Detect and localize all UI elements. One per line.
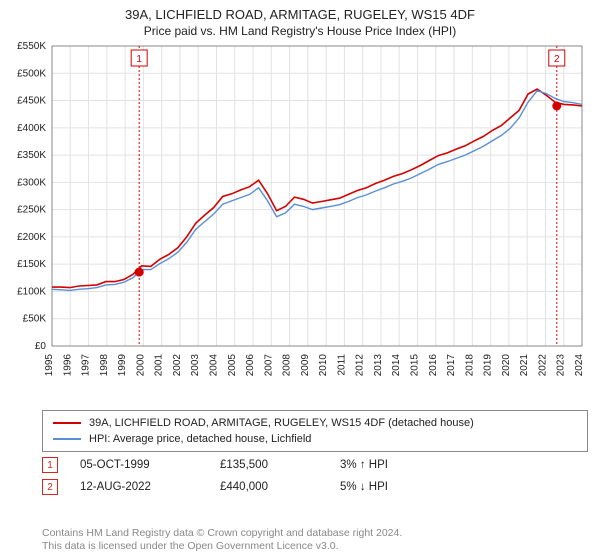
svg-text:1995: 1995 [44,354,55,377]
svg-text:£250K: £250K [17,205,46,216]
svg-text:2020: 2020 [501,354,512,377]
svg-text:£400K: £400K [17,123,46,134]
svg-text:2022: 2022 [537,354,548,377]
svg-text:£450K: £450K [17,96,46,107]
chart-title: 39A, LICHFIELD ROAD, ARMITAGE, RUGELEY, … [0,0,600,24]
table-row: 1 05-OCT-1999 £135,500 3% ↑ HPI [42,454,588,476]
attribution-line: This data is licensed under the Open Gov… [42,540,588,554]
svg-text:2006: 2006 [245,354,256,377]
svg-text:2002: 2002 [172,354,183,377]
svg-text:1997: 1997 [81,354,92,377]
svg-text:2003: 2003 [190,354,201,377]
price-chart: £0 £50K £100K £150K £200K £250K £300K £350K £400… [6,42,594,402]
legend-swatch [53,438,81,440]
svg-text:2007: 2007 [263,354,274,377]
svg-text:2019: 2019 [483,354,494,377]
legend-item-subject: 39A, LICHFIELD ROAD, ARMITAGE, RUGELEY, … [53,415,577,431]
svg-text:2005: 2005 [227,354,238,377]
transaction-delta: 5% ↓ HPI [340,481,460,493]
svg-text:2000: 2000 [135,354,146,377]
transaction-price: £135,500 [220,459,340,471]
legend-label: 39A, LICHFIELD ROAD, ARMITAGE, RUGELEY, … [89,417,474,429]
table-row: 2 12-AUG-2022 £440,000 5% ↓ HPI [42,476,588,498]
transaction-date: 05-OCT-1999 [80,459,220,471]
svg-text:2015: 2015 [410,354,421,377]
svg-text:2013: 2013 [373,354,384,377]
svg-text:2: 2 [554,54,560,65]
legend-item-hpi: HPI: Average price, detached house, Lich… [53,431,577,447]
legend-label: HPI: Average price, detached house, Lich… [89,433,311,445]
transaction-delta: 3% ↑ HPI [340,459,460,471]
svg-text:£0: £0 [35,341,47,352]
svg-text:2008: 2008 [282,354,293,377]
svg-text:2004: 2004 [208,354,219,377]
svg-text:1: 1 [136,54,142,65]
attribution-line: Contains HM Land Registry data © Crown c… [42,527,588,541]
svg-text:£50K: £50K [23,314,47,325]
svg-text:2018: 2018 [464,354,475,377]
svg-text:2012: 2012 [355,354,366,377]
svg-text:1999: 1999 [117,354,128,377]
svg-text:1996: 1996 [62,354,73,377]
svg-text:£500K: £500K [17,68,46,79]
svg-text:£350K: £350K [17,150,46,161]
transactions-table: 1 05-OCT-1999 £135,500 3% ↑ HPI 2 12-AUG… [42,454,588,498]
svg-text:£150K: £150K [17,259,46,270]
chart-svg: £0 £50K £100K £150K £200K £250K £300K £350K £400… [6,42,594,402]
marker-badge: 1 [42,457,58,473]
svg-text:2009: 2009 [300,354,311,377]
svg-text:2023: 2023 [556,354,567,377]
transaction-price: £440,000 [220,481,340,493]
svg-text:2011: 2011 [336,354,347,376]
svg-text:2016: 2016 [428,354,439,377]
svg-text:2021: 2021 [519,354,530,377]
svg-text:2014: 2014 [391,354,402,377]
chart-subtitle: Price paid vs. HM Land Registry's House … [0,24,600,42]
attribution: Contains HM Land Registry data © Crown c… [42,527,588,554]
svg-text:2017: 2017 [446,354,457,377]
svg-text:2001: 2001 [154,354,165,377]
svg-text:1998: 1998 [99,354,110,377]
svg-text:£200K: £200K [17,232,46,243]
svg-text:£550K: £550K [17,42,46,52]
marker-badge: 2 [42,479,58,495]
legend: 39A, LICHFIELD ROAD, ARMITAGE, RUGELEY, … [42,410,588,452]
legend-swatch [53,422,81,424]
svg-text:£100K: £100K [17,286,46,297]
transaction-date: 12-AUG-2022 [80,481,220,493]
svg-text:£300K: £300K [17,177,46,188]
svg-text:2010: 2010 [318,354,329,377]
svg-text:2024: 2024 [574,354,585,377]
